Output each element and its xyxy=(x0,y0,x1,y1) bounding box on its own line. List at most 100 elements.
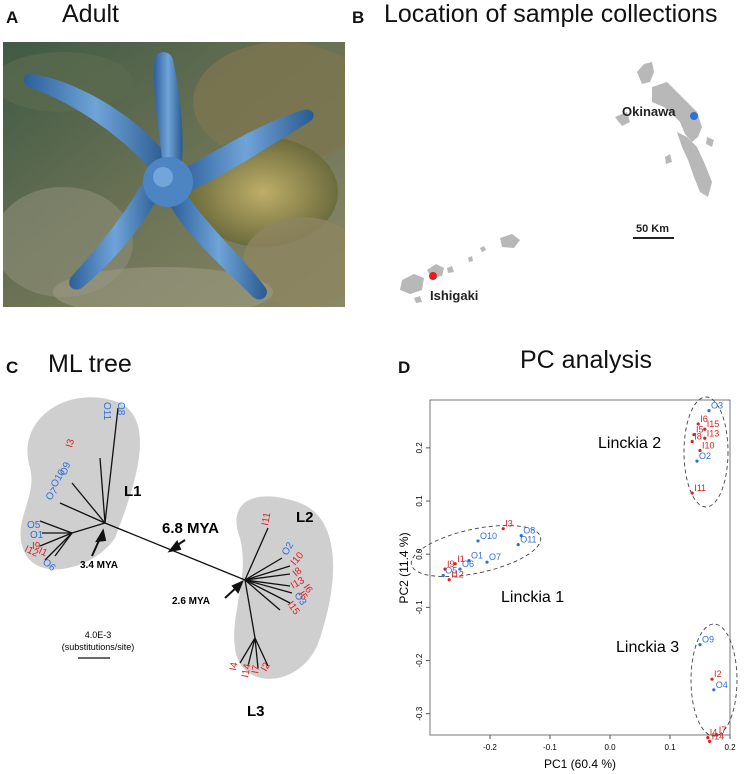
pca-point xyxy=(695,459,699,463)
panel-b-letter: B xyxy=(352,8,365,27)
pca-point xyxy=(690,491,694,495)
clade-l1-region xyxy=(20,397,140,570)
group-ellipse-linckia-3 xyxy=(690,623,738,737)
panel-c-title: ML tree xyxy=(48,350,132,378)
panel-a-letter: A xyxy=(6,8,19,27)
scale-unit: (substitutions/site) xyxy=(62,642,135,652)
pca-point xyxy=(712,688,716,692)
group-label-linckia-1: Linckia 1 xyxy=(501,589,564,606)
pca-point xyxy=(698,643,702,647)
group-ellipse-linckia-2 xyxy=(683,396,729,508)
tree-branches xyxy=(39,407,293,669)
pca-point xyxy=(708,739,712,743)
group-ellipse-linckia-1 xyxy=(410,525,542,577)
tip-label: I7 xyxy=(250,664,262,675)
time-l2-l3: 2.6 MYA xyxy=(172,596,210,607)
tip-label: I3 xyxy=(64,437,77,448)
clade-label-l3: L3 xyxy=(247,703,265,720)
pca-point-label: O3 xyxy=(711,401,723,411)
pca-point-label: I9 xyxy=(447,559,455,569)
panel-a-title: Adult xyxy=(62,0,119,28)
y-tick-label: -0.2 xyxy=(415,653,424,667)
x-axis-label: PC1 (60.4 %) xyxy=(544,757,616,771)
pca-point-label: I10 xyxy=(702,441,715,451)
clade-l2-l3-region xyxy=(234,496,334,679)
tip-label: O1 xyxy=(30,530,44,541)
pca-point-label: O5 xyxy=(445,565,457,575)
pca-point xyxy=(707,409,711,413)
plot-frame xyxy=(429,399,731,736)
group-label-linckia-3: Linckia 3 xyxy=(616,639,679,656)
pca-point xyxy=(692,432,696,437)
x-tick-label: 0.1 xyxy=(664,743,676,752)
x-axis: -0.2 -0.1 0.0 0.1 0.2 xyxy=(483,735,736,752)
y-axis-label: PC2 (11.4 %) xyxy=(397,532,411,603)
pca-point xyxy=(476,539,480,543)
panel-d-letter: D xyxy=(398,358,411,377)
pca-point-label: O4 xyxy=(716,680,728,690)
starfish-photo xyxy=(3,42,345,307)
tip-label: I11 xyxy=(260,511,273,526)
group-label-linckia-2: Linckia 2 xyxy=(598,435,661,452)
x-tick-label: 0.2 xyxy=(724,743,736,752)
pca-point xyxy=(706,736,710,740)
okinawa-label: Okinawa xyxy=(622,104,676,119)
tip-label: O9 xyxy=(58,460,73,477)
pca-point-label: I7 xyxy=(719,725,727,735)
y-tick-label: -0.1 xyxy=(415,600,424,614)
pca-point-label: O8 xyxy=(523,526,535,536)
pca-point xyxy=(516,543,520,547)
time-l1: 3.4 MYA xyxy=(80,560,118,571)
tip-label: I9 xyxy=(32,541,41,552)
ishigaki-label: Ishigaki xyxy=(430,288,478,303)
pca-point xyxy=(443,567,447,571)
y-tick-label: -0.3 xyxy=(415,706,424,720)
pca-point xyxy=(458,567,462,571)
pca-point-label: O11 xyxy=(520,535,536,545)
y-tick-label: 0.2 xyxy=(415,442,424,454)
y-tick-label: 0.0 xyxy=(415,548,424,560)
pca-point xyxy=(698,448,702,453)
okinawa-islands xyxy=(615,62,714,197)
panel-b-title: Location of sample collections xyxy=(384,0,718,28)
pca-point-label: I6 xyxy=(700,414,708,424)
pca-point xyxy=(715,733,719,737)
pca-plot: -0.2 -0.1 0.0 0.1 0.2 -0.3-0.2-0.10.00.10.2 … xyxy=(397,396,738,771)
miyako-islands xyxy=(468,234,520,262)
pca-point-label: I14 xyxy=(712,731,725,741)
pca-point-label: I11 xyxy=(694,483,706,493)
pca-point xyxy=(485,560,489,564)
divergence-arrows xyxy=(91,528,244,599)
clade-label-l1: L1 xyxy=(124,483,142,500)
pca-point-label: I13 xyxy=(707,428,720,438)
pca-point-label: I4 xyxy=(710,728,718,738)
pca-point xyxy=(467,558,471,563)
panel-c-letter: C xyxy=(6,358,19,377)
tip-label: I12 xyxy=(23,544,41,560)
scale-value: 4.0E-3 xyxy=(85,630,112,640)
pca-point-label: O7 xyxy=(489,552,501,562)
pca-point xyxy=(690,439,694,444)
tip-label: I4 xyxy=(228,661,240,672)
scalebar-label: 50 Km xyxy=(636,223,669,235)
x-tick-label: 0.0 xyxy=(604,743,616,752)
panel-d-title: PC analysis xyxy=(520,346,652,374)
ishigaki-marker xyxy=(429,272,437,280)
starfish-shape xyxy=(23,52,314,300)
y-tick-label: 0.1 xyxy=(415,495,424,507)
tip-label: O5 xyxy=(27,520,41,531)
pca-point xyxy=(453,562,457,566)
x-tick-label: -0.1 xyxy=(543,743,557,752)
tip-label: I14 xyxy=(240,662,253,678)
pca-point-label: O10 xyxy=(480,531,497,541)
ml-tree: L1 L2 L3 6.8 MYA 3.4 MYA 2.6 MYA 4.0E-3 … xyxy=(20,397,334,720)
clade-label-l2: L2 xyxy=(296,509,314,526)
pca-point xyxy=(501,527,505,531)
pca-point xyxy=(447,578,451,582)
pca-point-label: O2 xyxy=(699,451,711,461)
pca-point xyxy=(703,436,707,440)
pca-point-label: I2 xyxy=(714,669,722,679)
pca-point-label: O6 xyxy=(462,559,474,569)
pca-point-label: I15 xyxy=(707,419,720,429)
